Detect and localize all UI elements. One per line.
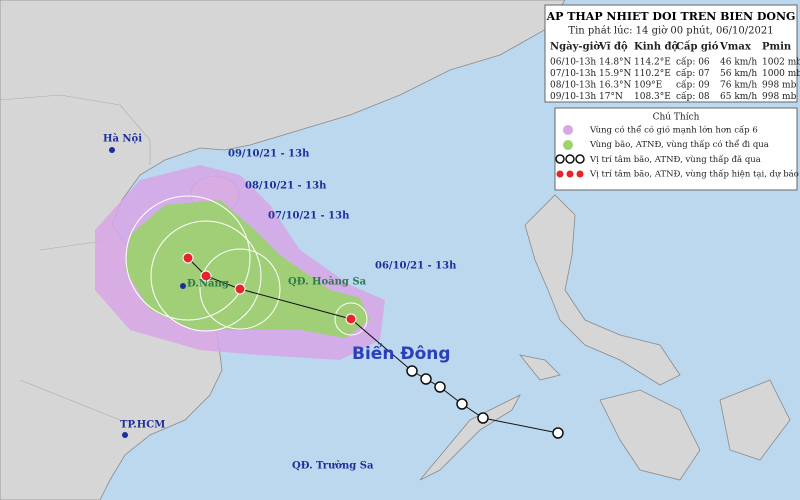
table-cell: 998 mb xyxy=(762,81,797,91)
table-cell: 09/10-13h xyxy=(550,92,596,102)
past-position xyxy=(406,365,418,377)
info-subtitle: Tin phát lúc: 14 giờ 00 phút, 06/10/2021 xyxy=(568,26,773,37)
legend-swatch xyxy=(565,169,575,179)
legend-swatch xyxy=(563,140,573,150)
legend-swatch xyxy=(563,125,573,135)
table-header: Cấp gió xyxy=(676,41,719,53)
forecast-time: 08/10/21 - 13h xyxy=(245,181,327,192)
past-position xyxy=(420,373,432,385)
table-cell: 1000 mb xyxy=(762,69,800,79)
legend-item: Vị trí tâm bão, ATNĐ, vùng thấp hiện tại… xyxy=(589,169,799,180)
forecast-time: 09/10/21 - 13h xyxy=(228,149,310,160)
table-cell: 14.8°N xyxy=(599,58,632,68)
table-cell: cấp: 07 xyxy=(676,68,710,79)
table-header: Pmin xyxy=(762,42,792,53)
past-positions xyxy=(406,365,564,439)
past-position xyxy=(477,412,489,424)
info-box: AP THAP NHIET DOI TREN BIEN DONG Tin phá… xyxy=(544,4,800,103)
legend: Chú Thích Vùng có thể có gió mạnh lớn hơ… xyxy=(554,107,799,191)
luzon xyxy=(524,194,681,386)
city-dot xyxy=(180,283,186,289)
legend-swatch xyxy=(555,154,565,164)
table-cell: 114.2°E xyxy=(634,58,671,68)
table-cell: 65 km/h xyxy=(720,92,757,102)
table-cell: cấp: 08 xyxy=(676,91,710,102)
circle xyxy=(125,195,251,321)
philippine-islands xyxy=(419,354,791,481)
table-header: Vmax xyxy=(719,42,752,53)
table-cell: 16.3°N xyxy=(599,81,632,91)
track xyxy=(187,257,559,434)
table-cell: 17°N xyxy=(599,92,623,102)
place-label: Hà Nội xyxy=(103,134,142,145)
past-position xyxy=(456,398,468,410)
table-cell: 06/10-13h xyxy=(550,58,596,68)
forecast-time: 07/10/21 - 13h xyxy=(268,211,350,222)
forecast-time: 06/10/21 - 13h xyxy=(375,261,457,272)
legend-item: Vị trí tâm bão, ATNĐ, vùng thấp đã qua xyxy=(589,154,761,165)
place-label: Đ.Nẵng xyxy=(187,278,229,290)
info-title: AP THAP NHIET DOI TREN BIEN DONG xyxy=(546,10,796,23)
storm-path-zone xyxy=(125,200,370,338)
forecast-position xyxy=(182,252,194,264)
past-position xyxy=(434,381,446,393)
table-header: Ngày-giờ xyxy=(550,42,601,53)
table-cell: 08/10-13h xyxy=(550,81,596,91)
past-position xyxy=(552,427,564,439)
sea-label: Biển Đông xyxy=(352,342,451,364)
table-cell: cấp: 09 xyxy=(676,80,710,91)
place-label: QĐ. Trường Sa xyxy=(292,461,374,472)
place-label: TP.HCM xyxy=(120,420,165,431)
circle xyxy=(150,220,262,332)
table-cell: 46 km/h xyxy=(720,58,757,68)
info-box-frame xyxy=(544,4,798,103)
table-header: Vĩ độ xyxy=(598,42,628,53)
table-cell: 76 km/h xyxy=(720,81,757,91)
uncertainty-circles xyxy=(125,195,368,336)
legend-swatch xyxy=(565,154,575,164)
circle xyxy=(334,302,368,336)
legend-swatch xyxy=(555,169,565,179)
table-cell: 1002 mb xyxy=(762,58,800,68)
table-cell: 998 mb xyxy=(762,92,797,102)
table-cell: 07/10-13h xyxy=(550,69,596,79)
table-header: Kinh độ xyxy=(634,42,679,53)
forecast-position xyxy=(200,270,212,282)
legend-item: Vùng có thể có gió mạnh lớn hơn cấp 6 xyxy=(589,124,758,136)
city-dot xyxy=(109,147,115,153)
table-cell: 110.2°E xyxy=(634,69,671,79)
table-cell: 56 km/h xyxy=(720,69,757,79)
forecast-positions xyxy=(182,252,357,325)
circle xyxy=(199,248,281,330)
table-cell: 109°E xyxy=(634,81,662,91)
legend-item: Vùng bão, ATNĐ, vùng thấp có thể đi qua xyxy=(589,138,769,150)
table-cell: 108.3°E xyxy=(634,92,671,102)
city-dot xyxy=(122,432,128,438)
forecast-position xyxy=(345,313,357,325)
table-cell: cấp: 06 xyxy=(676,57,710,68)
legend-swatch xyxy=(575,169,585,179)
legend-swatch xyxy=(575,154,585,164)
forecast-position xyxy=(234,283,246,295)
legend-title: Chú Thích xyxy=(653,112,700,123)
place-label: QĐ. Hoàng Sa xyxy=(288,277,367,288)
legend-frame xyxy=(554,107,798,191)
table-cell: 15.9°N xyxy=(599,69,632,79)
